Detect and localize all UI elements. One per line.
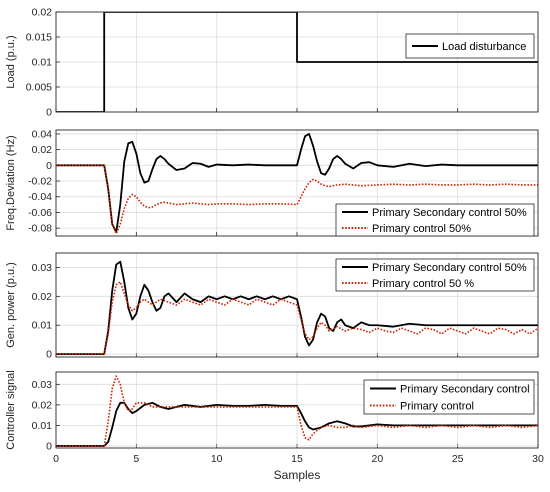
series-line-1: [56, 12, 538, 112]
y-axis-label: Freq.Deviation (Hz): [5, 135, 17, 230]
axes-box: [55, 11, 539, 113]
y-tick-label: 0.01: [32, 420, 53, 432]
y-tick-label: 0.01: [32, 57, 53, 69]
series-line-2: [56, 375, 538, 447]
x-tick-label: 15: [291, 453, 303, 465]
y-tick-label: -0.04: [28, 191, 52, 203]
series-line-1: [56, 133, 538, 233]
x-tick-label: 25: [452, 453, 464, 465]
legend: Load disturbance: [405, 33, 535, 59]
y-tick-label: 0: [46, 349, 52, 361]
axes-box: [55, 129, 539, 237]
chart-panel-4: 0 5 10 15 20 25 30 0.03 0.02 0.01 0 Controller sign…: [5, 370, 544, 482]
chart-panel-1: 0 0.005 0.01 0.015 0.02 Load (p.u.) Load distu…: [5, 7, 539, 119]
axes-box: [55, 252, 539, 358]
legend-box: [335, 258, 535, 292]
legend-entry-label: Primary control: [400, 401, 474, 413]
chart-panel-3: 0.03 0.02 0.01 0 Gen. power (p.u.) Primary Se…: [5, 252, 539, 361]
y-tick-label: 0.03: [32, 262, 53, 274]
x-tick-label: 30: [532, 453, 544, 465]
legend: Primary Secondary control Primary control: [363, 379, 535, 415]
chart-panel-2: 0.04 0.02 0 -0.02 -0.04 -0.06 -0.08 Freq.Deviat…: [5, 128, 539, 237]
x-tick-label: 20: [371, 453, 383, 465]
series-line-2: [56, 164, 538, 235]
legend-entry-label: Primary Secondary control: [400, 384, 530, 396]
series-line-1: [56, 260, 538, 356]
x-tick-label: 0: [53, 453, 59, 465]
legend-entry-label: Primary control 50%: [372, 223, 471, 235]
y-axis-label: Controller signal: [5, 370, 17, 449]
y-tick-label: 0.02: [32, 291, 53, 303]
legend-entry-label: Primary control 50 %: [372, 278, 474, 290]
y-tick-label: 0.01: [32, 320, 53, 332]
x-tick-label: 10: [211, 453, 223, 465]
y-tick-label: 0: [46, 440, 52, 452]
y-tick-label: -0.06: [28, 207, 52, 219]
y-tick-label: 0.02: [32, 399, 53, 411]
y-tick-label: 0.04: [32, 128, 53, 140]
y-axis-label: Load (p.u.): [5, 35, 17, 88]
series-line-1: [56, 401, 538, 447]
y-axis-label: Gen. power (p.u.): [5, 262, 17, 348]
series-line-2: [56, 281, 538, 355]
y-tick-label: 0.03: [32, 379, 53, 391]
legend: Primary Secondary control 50% Primary con…: [335, 258, 535, 292]
y-tick-label: 0.02: [32, 144, 53, 156]
legend-box: [335, 203, 535, 237]
legend-entry-label: Primary Secondary control 50%: [372, 262, 527, 274]
x-tick-label: 5: [133, 453, 139, 465]
x-axis-label: Samples: [274, 468, 321, 482]
axes-box: [55, 371, 539, 449]
y-tick-label: 0.015: [26, 32, 52, 44]
legend-entry-label: Primary Secondary control 50%: [372, 207, 527, 219]
y-tick-label: 0: [46, 160, 52, 172]
legend-box: [363, 379, 535, 415]
y-tick-label: 0: [46, 107, 52, 119]
y-tick-label: -0.08: [28, 223, 52, 235]
y-tick-label: -0.02: [28, 176, 52, 188]
y-tick-label: 0.02: [32, 7, 53, 19]
legend: Primary Secondary control 50% Primary con…: [335, 203, 535, 237]
y-tick-label: 0.005: [26, 82, 52, 94]
legend-entry-label: Load disturbance: [442, 41, 526, 53]
